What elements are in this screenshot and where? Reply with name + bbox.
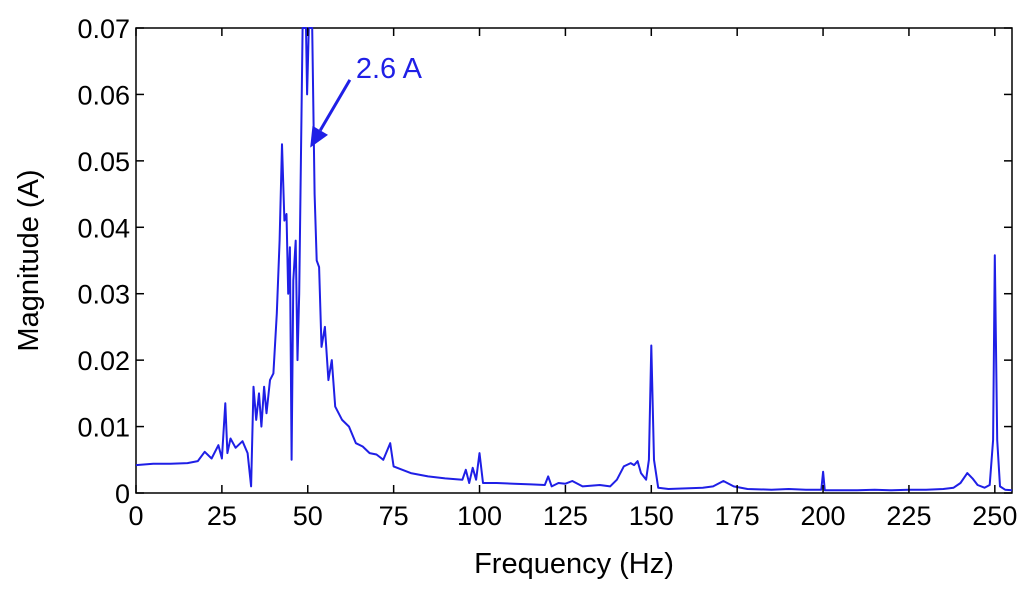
x-tick-label: 250 [972,501,1017,531]
x-axis-title: Frequency (Hz) [474,548,674,580]
plot-frame [135,27,1013,494]
x-tick-label: 225 [886,501,931,531]
x-tick-label: 125 [543,501,588,531]
spectrum-series-line [135,27,1013,492]
plot-area [135,27,1013,494]
y-axis-title: Magnitude (A) [13,169,45,351]
annotation-text: 2.6 A [356,53,423,85]
x-tick-label: 150 [629,501,674,531]
x-tick-label: 25 [207,501,237,531]
y-tick-label: 0.03 [77,280,130,310]
y-tick-label: 0.04 [77,213,130,243]
x-tick-label: 175 [715,501,760,531]
peak-annotation: 2.6 A [310,53,423,148]
y-tick-label: 0.05 [77,147,130,177]
y-tick-label: 0.07 [77,14,130,44]
x-tick-label: 50 [293,501,323,531]
x-tick-label: 100 [457,501,502,531]
annotation-arrow-head [310,125,328,148]
x-tick-label: 200 [801,501,846,531]
y-axis-ticks: 0 0.01 0.02 0.03 0.04 0.05 0.06 0.07 [77,14,1012,509]
y-tick-label: 0.02 [77,346,130,376]
x-tick-label: 0 [128,501,143,531]
x-axis-ticks: 0 25 50 75 100 125 150 175 200 225 250 [128,28,1017,531]
y-tick-label: 0 [115,479,130,509]
y-tick-label: 0.06 [77,80,130,110]
x-tick-label: 75 [379,501,409,531]
annotation-arrow-line [318,79,352,132]
y-tick-label: 0.01 [77,413,130,443]
